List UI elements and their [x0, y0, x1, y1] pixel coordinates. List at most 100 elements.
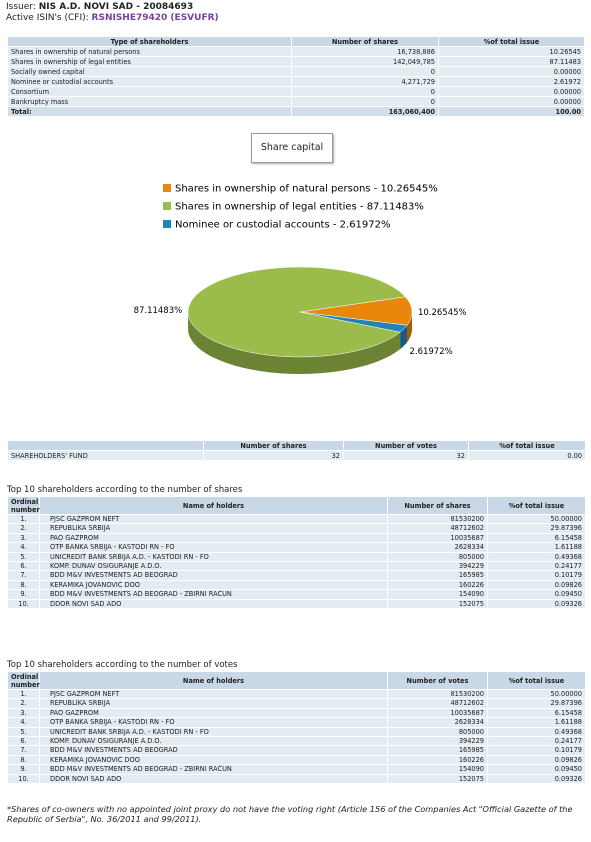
- header-cell: Number of shares: [388, 497, 487, 514]
- cell: 10035687: [388, 708, 487, 718]
- header-cell: Ordinal number: [8, 672, 40, 689]
- cell: 805000: [388, 552, 487, 562]
- cell: 394229: [388, 562, 487, 571]
- top-shares-wrap: Ordinal number Name of holders Number of s…: [7, 496, 586, 609]
- cell: 0.24177: [488, 737, 585, 746]
- cell: 0.10179: [488, 746, 585, 755]
- cell: 81530200: [388, 690, 487, 699]
- cell: 2.: [8, 699, 39, 708]
- row: Shares in ownership of legal entities 142…: [8, 57, 584, 66]
- cell: 48712602: [388, 699, 487, 708]
- cell: 1.: [8, 690, 39, 699]
- row: 6. KOMP. DUNAV OSIGURANJE A.D.O. 394229 0.2…: [8, 737, 585, 746]
- row: Socially owned capital 0 0.00000: [8, 67, 584, 76]
- cell: BDD M&V INVESTMENTS AD BEOGRAD: [40, 571, 387, 580]
- row: 4. OTP BANKA SRBIJA - KASTODI RN - FO 2628…: [8, 718, 585, 727]
- cell: 6.: [8, 562, 39, 571]
- cell: 154090: [388, 765, 487, 774]
- isin-label: Active ISIN's (CFI):: [6, 13, 89, 23]
- cell: 32: [204, 451, 343, 460]
- cell: 1.61188: [488, 543, 585, 552]
- isin-line: Active ISIN's (CFI): RSNISHE79420 (ESVUF…: [6, 13, 219, 24]
- cell: 7.: [8, 571, 39, 580]
- cell: 10.: [8, 599, 39, 609]
- cell: 394229: [388, 737, 487, 746]
- header-row: Ordinal number Name of holders Number of v…: [8, 672, 585, 689]
- cell: 1.: [8, 515, 39, 524]
- cell: 10035687: [388, 533, 487, 543]
- row: Nominee or custodial accounts 4,271,729 2.…: [8, 77, 584, 86]
- cell: 0.49368: [488, 552, 585, 562]
- cell: KOMP. DUNAV OSIGURANJE A.D.O.: [40, 737, 387, 746]
- row: 8. KERAMIKA JOVANOVIĆ DOO 160226 0.09826: [8, 755, 585, 765]
- row: 5. UNICREDIT BANK SRBIJA A.D. - KASTODI R…: [8, 727, 585, 737]
- cell: 81530200: [388, 515, 487, 524]
- cell: 100.00: [439, 107, 584, 116]
- row: 4. OTP BANKA SRBIJA - KASTODI RN - FO 2628…: [8, 543, 585, 552]
- cell: PAO GAZPROM: [40, 533, 387, 543]
- row: Consortium 0 0.00000: [8, 87, 584, 96]
- header-cell: Name of holders: [40, 497, 387, 514]
- table: Number of shares Number of votes %of total…: [7, 440, 586, 461]
- cell: BDD M&V INVESTMENTS AD BEOGRAD - ZBIRNI …: [40, 590, 387, 599]
- cell: 154090: [388, 590, 487, 599]
- cell: PAO GAZPROM: [40, 708, 387, 718]
- cell: 6.15458: [488, 708, 585, 718]
- cell: 4.: [8, 543, 39, 552]
- row: 8. KERAMIKA JOVANOVIĆ DOO 160226 0.09826: [8, 580, 585, 590]
- cell: 0.10179: [488, 571, 585, 580]
- cell: KOMP. DUNAV OSIGURANJE A.D.O.: [40, 562, 387, 571]
- legend-swatch: [163, 184, 171, 192]
- issuer-label: Issuer:: [6, 2, 36, 12]
- cell: 6.: [8, 737, 39, 746]
- section-title: Top 10 shareholders according to the num…: [7, 660, 238, 670]
- issuer: NIS A.D. NOVI SAD - 20084693: [38, 2, 194, 12]
- cell: 0: [292, 67, 438, 76]
- header-row: Ordinal number Name of holders Number of s…: [8, 497, 585, 514]
- legend-label: Nominee or custodial accounts - 2.61972%: [175, 220, 391, 231]
- row: 10. DDOR NOVI SAD ADO 152075 0.09326: [8, 774, 585, 784]
- row: 9. BDD M&V INVESTMENTS AD BEOGRAD - ZBIRN…: [8, 765, 585, 774]
- legend-swatch: [163, 202, 171, 210]
- cell: 0.49368: [488, 727, 585, 737]
- cell: KERAMIKA JOVANOVIĆ DOO: [40, 580, 387, 590]
- header-cell: [8, 441, 203, 450]
- cell: 0: [292, 97, 438, 106]
- value-label: 87.11483%: [134, 306, 183, 316]
- cell: 163,060,400: [292, 107, 438, 116]
- cell: 2628334: [388, 543, 487, 552]
- cell: 50.00000: [488, 690, 585, 699]
- slice-side: [400, 325, 407, 350]
- isin: RSNISHE79420 (ESVUFR): [91, 13, 219, 23]
- cell: 0.00000: [439, 87, 584, 96]
- cell: 8.: [8, 580, 39, 590]
- cell: UNICREDIT BANK SRBIJA A.D. - KASTODI RN …: [40, 552, 387, 562]
- header-cell: %of total issue: [488, 672, 585, 689]
- cell: SHAREHOLDERS' FUND: [8, 451, 203, 460]
- cell: 3.: [8, 708, 39, 718]
- pie-chart: Shares in ownership of natural persons -…: [134, 184, 467, 374]
- row: Bankruptcy mass 0 0.00000: [8, 97, 584, 106]
- row: 7. BDD M&V INVESTMENTS AD BEOGRAD 165985 0.…: [8, 571, 585, 580]
- row: SHAREHOLDERS' FUND 32 32 0.00: [8, 451, 585, 460]
- pie-slice: [299, 296, 413, 326]
- cell: 9.: [8, 590, 39, 599]
- cell: PJSC GAZPROM NEFT: [40, 515, 387, 524]
- cell: 805000: [388, 727, 487, 737]
- cell: 142,049,785: [292, 57, 438, 66]
- top-votes-wrap: Ordinal number Name of holders Number of v…: [7, 671, 586, 784]
- cell: 152075: [388, 599, 487, 609]
- header-cell: Type of shareholders: [8, 37, 291, 46]
- row: 9. BDD M&V INVESTMENTS AD BEOGRAD - ZBIRN…: [8, 590, 585, 599]
- cell: 0.09450: [488, 765, 585, 774]
- cell: 0.09826: [488, 755, 585, 765]
- cell: Bankruptcy mass: [8, 97, 291, 106]
- cell: 165985: [388, 746, 487, 755]
- cell: 10.26545: [439, 47, 584, 56]
- cell: 6.15458: [488, 533, 585, 543]
- chart-title-button[interactable]: Share capital: [251, 133, 333, 163]
- pie-slice: [187, 266, 406, 358]
- cell: 0.00000: [439, 67, 584, 76]
- cell: Nominee or custodial accounts: [8, 77, 291, 86]
